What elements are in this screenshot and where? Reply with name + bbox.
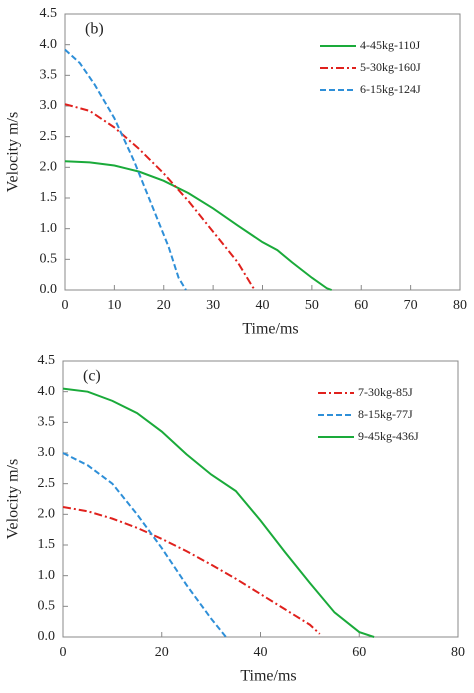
x-tick-label: 40	[254, 645, 268, 660]
x-tick-label: 0	[62, 298, 69, 313]
y-tick-label: 2.5	[40, 129, 58, 144]
x-tick-label: 80	[453, 298, 467, 313]
plot-frame	[64, 13, 461, 291]
legend-label: 5-30kg-160J	[360, 60, 421, 74]
y-tick-label: 0.0	[38, 629, 56, 644]
y-tick-label: 4.0	[38, 384, 56, 399]
y-tick-label: 3.0	[38, 445, 56, 460]
y-tick-label: 1.5	[38, 537, 56, 552]
y-tick-label: 2.0	[40, 160, 58, 175]
y-tick-label: 0.5	[38, 599, 56, 614]
x-tick-label: 80	[451, 645, 465, 660]
legend-label: 8-15kg-77J	[358, 407, 413, 421]
y-tick-label: 0.0	[40, 282, 58, 297]
series-line	[64, 160, 332, 291]
y-axis-label: Velocity m/s	[5, 459, 22, 539]
x-axis-label: Time/ms	[240, 668, 296, 685]
x-tick-label: 60	[354, 298, 368, 313]
x-tick-label: 20	[157, 298, 171, 313]
y-tick-label: 1.0	[40, 221, 58, 236]
x-tick-label: 40	[256, 298, 270, 313]
series-line	[62, 452, 227, 638]
legend-label: 4-45kg-110J	[360, 38, 421, 52]
y-tick-label: 4.0	[40, 37, 58, 52]
x-tick-label: 50	[305, 298, 319, 313]
legend-label: 7-30kg-85J	[358, 385, 413, 399]
series-line	[62, 387, 375, 638]
y-tick-label: 4.5	[38, 353, 56, 368]
x-axis-label: Time/ms	[242, 321, 298, 338]
x-tick-label: 60	[352, 645, 366, 660]
x-tick-label: 70	[404, 298, 418, 313]
series-line	[64, 48, 187, 291]
x-tick-label: 0	[60, 645, 67, 660]
legend-label: 9-45kg-436J	[358, 429, 419, 443]
series-line	[64, 103, 256, 291]
y-tick-label: 3.0	[40, 98, 58, 113]
y-tick-label: 2.0	[38, 507, 56, 522]
x-tick-label: 30	[206, 298, 220, 313]
y-tick-label: 2.5	[38, 476, 56, 491]
series-line	[62, 505, 321, 635]
plot-frame	[62, 360, 459, 638]
y-tick-label: 1.5	[40, 190, 58, 205]
y-tick-label: 1.0	[38, 568, 56, 583]
y-tick-label: 3.5	[40, 68, 58, 83]
x-tick-label: 10	[107, 298, 121, 313]
panel-label: (c)	[83, 368, 101, 385]
panel-label: (b)	[85, 21, 104, 38]
y-tick-label: 4.5	[40, 6, 58, 21]
y-tick-label: 3.5	[38, 415, 56, 430]
y-tick-label: 0.5	[40, 252, 58, 267]
legend-label: 6-15kg-124J	[360, 82, 421, 96]
x-tick-label: 20	[155, 645, 169, 660]
y-axis-label: Velocity m/s	[5, 112, 22, 192]
